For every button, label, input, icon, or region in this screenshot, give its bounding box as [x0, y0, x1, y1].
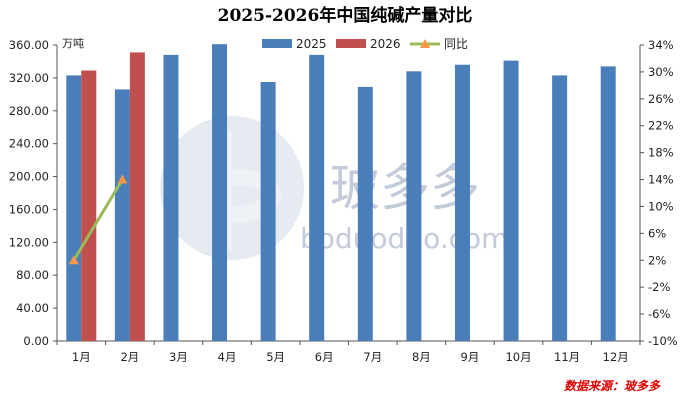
y-right-tick-label: 10% [648, 199, 674, 213]
legend-swatch-2025 [262, 39, 292, 48]
y-right-tick-label: 18% [648, 146, 674, 160]
y-right-tick-label: 22% [648, 119, 674, 133]
bar-2025-6月 [309, 54, 325, 341]
bars [66, 44, 616, 342]
y-left-tick-label: 360.00 [9, 38, 49, 52]
y-right-tick-label: -10% [648, 334, 678, 348]
line-point-同比 [68, 255, 79, 265]
bar-2025-7月 [357, 86, 373, 341]
legend-label-同比: 同比 [444, 37, 468, 51]
y-left-tick-label: 0.00 [23, 334, 49, 348]
legend-swatch-2026 [336, 39, 366, 48]
x-ticks: 1月 2月 3月 4月 5月 6月 7月 8月 9月 10月 11月 12月 [56, 341, 641, 364]
bar-2025-10月 [503, 60, 519, 341]
y-unit-label: 万吨 [62, 37, 84, 50]
bar-2025-12月 [600, 66, 616, 341]
x-tick-label: 3月 [169, 350, 188, 364]
x-tick-label: 2月 [120, 350, 139, 364]
bar-2025-4月 [212, 44, 228, 342]
y-right-tick-label: 30% [648, 65, 674, 79]
y-right-tick-label: 14% [648, 173, 674, 187]
watermark-en: boduoduo.com [300, 222, 508, 255]
x-tick-label: 8月 [412, 350, 431, 364]
x-tick-label: 9月 [461, 350, 480, 364]
y-left-tick-label: 40.00 [16, 301, 49, 315]
y-left-tick-label: 240.00 [9, 137, 49, 151]
x-tick-label: 1月 [72, 350, 91, 364]
y-left-tick-label: 160.00 [9, 202, 49, 216]
legend-label-2026: 2026 [370, 37, 401, 51]
x-tick-label: 6月 [315, 350, 334, 364]
bar-2025-3月 [163, 54, 179, 341]
watermark-logo-mark [215, 130, 282, 250]
y-left-tick-label: 280.00 [9, 104, 49, 118]
y-right-tick-label: 26% [648, 92, 674, 106]
legend-marker-同比 [420, 39, 430, 48]
y-right-tick-label: 2% [648, 253, 666, 267]
y-right-tick-label: 34% [648, 38, 674, 52]
y-left-tick-label: 200.00 [9, 170, 49, 184]
x-tick-label: 12月 [603, 350, 629, 364]
y-left-tick-label: 120.00 [9, 235, 49, 249]
x-tick-label: 10月 [505, 350, 531, 364]
x-tick-label: 7月 [363, 350, 382, 364]
bar-2025-8月 [406, 71, 422, 342]
y-left-tick-label: 320.00 [9, 71, 49, 85]
bar-2026-2月 [129, 52, 145, 342]
bar-2026-1月 [81, 70, 97, 341]
y-right-tick-label: 6% [648, 226, 666, 240]
y-right-ticks: -10% -6% -2% 2% 6% 10% 14% 18% 22% 26% 30% 34% [640, 38, 678, 348]
x-tick-label: 11月 [554, 350, 580, 364]
x-tick-label: 5月 [266, 350, 285, 364]
bar-2025-1月 [66, 75, 82, 341]
line-同比 [72, 178, 124, 262]
x-tick-label: 4月 [218, 350, 237, 364]
legend: 2025 2026 同比 [262, 37, 468, 51]
legend-label-2025: 2025 [296, 37, 327, 51]
bar-2025-2月 [114, 89, 130, 342]
y-left-tick-label: 80.00 [16, 268, 49, 282]
y-left-ticks: 0.00 40.00 80.00 120.00 160.00 200.00 240.00 28… [9, 38, 57, 348]
y-right-tick-label: -2% [648, 280, 670, 294]
chart-title: 2025-2026年中国纯碱产量对比 [218, 5, 473, 26]
line-series [68, 174, 128, 265]
line-point-同比 [117, 174, 128, 184]
bar-2025-9月 [454, 64, 470, 341]
data-source: 数据来源：玻多多 [564, 379, 661, 393]
bar-2025-5月 [260, 82, 276, 341]
y-right-tick-label: -6% [648, 307, 670, 321]
bar-2025-11月 [552, 75, 568, 341]
